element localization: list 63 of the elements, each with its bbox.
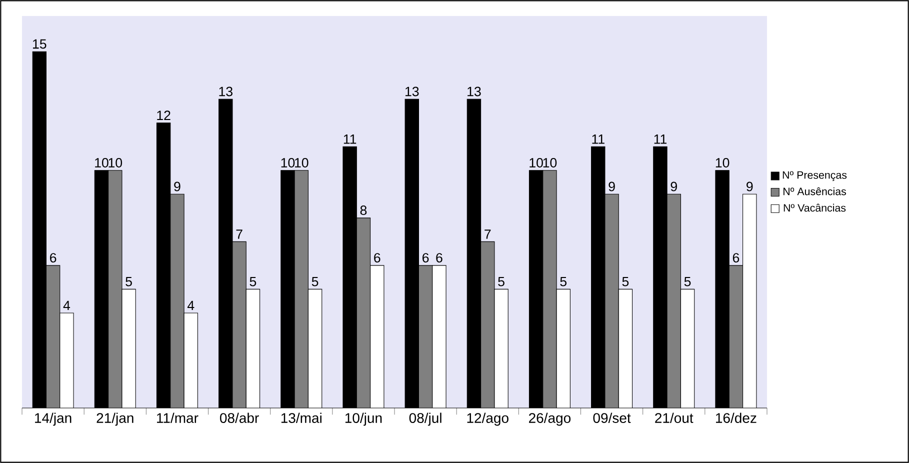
legend-label: Nº Presenças [782, 171, 847, 181]
data-label: 9 [670, 182, 677, 192]
data-label: 10 [530, 158, 543, 168]
data-label: 9 [608, 182, 615, 192]
bar [432, 265, 446, 408]
bar [370, 265, 384, 408]
data-label: 9 [174, 182, 180, 192]
data-label: 4 [63, 300, 70, 310]
data-label: 15 [33, 39, 46, 49]
x-tick-label: 10/jun [345, 412, 382, 426]
bar [308, 289, 322, 408]
data-label: 9 [746, 182, 753, 192]
x-tick-label: 21/out [655, 412, 694, 423]
data-label: 4 [187, 300, 194, 310]
x-tick-label: 08/abr [220, 412, 259, 423]
bar [680, 289, 694, 408]
data-label: 5 [312, 276, 318, 286]
x-tick-label: 13/mai [281, 412, 322, 423]
data-label: 11 [654, 134, 667, 144]
data-label: 13 [468, 86, 481, 96]
x-tick-label: 11/mar [157, 412, 198, 423]
data-label: 10 [95, 158, 108, 168]
x-tick-label: 09/set [593, 412, 631, 423]
bar [184, 312, 198, 408]
legend-label: Nº Ausências [784, 187, 846, 196]
data-label: 6 [50, 253, 56, 263]
data-label: 13 [406, 86, 419, 96]
data-label: 5 [684, 276, 691, 286]
x-tick-label: 21/jan [96, 412, 134, 426]
data-label: 7 [484, 230, 491, 239]
x-tick-label: 08/jul [409, 412, 442, 426]
data-label: 10 [543, 158, 557, 168]
data-label: 10 [294, 158, 308, 168]
data-label: 5 [498, 276, 504, 286]
data-label: 10 [108, 158, 122, 168]
data-label: 7 [236, 230, 242, 239]
data-label: 6 [436, 253, 442, 263]
x-tick-label: 14/jan [35, 412, 72, 426]
data-label: 6 [374, 253, 380, 263]
data-label: 5 [250, 276, 256, 286]
data-label: 10 [716, 158, 730, 168]
data-label: 10 [281, 158, 295, 168]
data-label: 6 [422, 253, 429, 263]
bar [556, 289, 570, 408]
data-label: 12 [157, 110, 170, 120]
bar [742, 194, 757, 408]
bar [246, 289, 260, 408]
data-label: 11 [344, 134, 356, 144]
legend-label: Nº Vacâncias [784, 204, 846, 212]
data-label: 5 [560, 276, 567, 286]
data-label: 11 [592, 134, 604, 144]
data-label: 13 [219, 86, 232, 96]
data-label: 5 [622, 276, 629, 286]
x-tick-label: 12/ago [467, 412, 508, 426]
bar [494, 289, 508, 408]
x-tick-label: 26/ago [529, 412, 571, 426]
bar [122, 289, 136, 408]
bar [618, 289, 632, 408]
data-label: 6 [732, 253, 740, 263]
bar [60, 312, 74, 408]
data-label: 8 [360, 206, 367, 215]
x-tick-label: 16/dez [716, 412, 756, 423]
data-label: 5 [126, 276, 132, 286]
